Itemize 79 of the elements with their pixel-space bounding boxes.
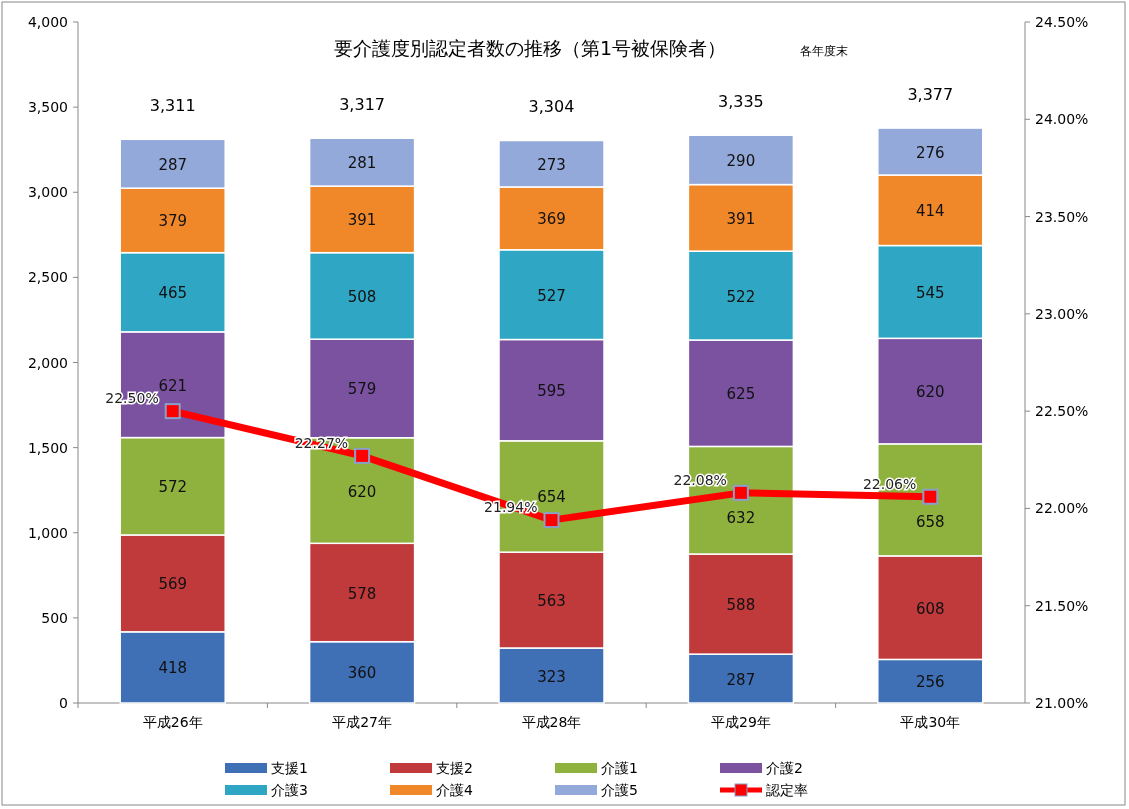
legend-label: 支援1	[271, 760, 308, 776]
legend-label: 介護3	[271, 782, 308, 798]
data-label: 563	[537, 592, 566, 611]
total-label: 3,335	[717, 92, 764, 112]
data-label: 465	[158, 284, 188, 303]
data-label: 379	[158, 212, 188, 231]
point	[543, 512, 560, 529]
x-tick-label: 平成28年	[521, 714, 582, 730]
point	[354, 447, 371, 464]
total-label: 3,377	[907, 85, 954, 105]
data-label: 414	[915, 202, 945, 221]
y2-tick-label: 23.50%	[1035, 208, 1089, 225]
y-tick-label: 1,500	[27, 439, 68, 456]
total-label: 3,304	[528, 97, 575, 117]
data-label: 369	[537, 210, 566, 229]
total-label: 3,317	[339, 95, 386, 115]
y-tick-label: 2,500	[27, 269, 68, 286]
legend-label: 認定率	[766, 782, 808, 798]
y-tick-label: 3,500	[27, 99, 68, 116]
text: 各年度末	[800, 44, 848, 58]
data-label: 621	[158, 376, 188, 395]
x-tick-label: 平成30年	[900, 714, 961, 730]
data-label: 391	[726, 209, 756, 228]
data-label: 21.94%	[484, 499, 538, 516]
total-label: 3,311	[149, 96, 196, 116]
y2-tick-label: 23.00%	[1035, 305, 1089, 322]
y2-tick-label: 22.00%	[1035, 500, 1089, 517]
y-tick-label: 2,000	[27, 354, 68, 371]
data-label: 527	[537, 286, 566, 305]
data-label: 608	[915, 599, 945, 618]
data-label: 572	[158, 478, 188, 497]
data-label: 290	[726, 151, 756, 170]
x-tick-label: 平成26年	[142, 714, 203, 730]
y2-tick-label: 24.00%	[1035, 111, 1089, 128]
legend-label: 介護4	[436, 782, 473, 798]
point	[922, 488, 939, 505]
data-label: 360	[347, 664, 377, 683]
x-tick-label: 平成27年	[332, 714, 393, 730]
data-label: 569	[158, 575, 188, 594]
legend-label: 介護1	[601, 760, 638, 776]
y-tick-label: 4,000	[27, 14, 68, 30]
data-label: 579	[347, 380, 377, 399]
data-label: 256	[915, 673, 945, 692]
data-label: 22.27%	[294, 434, 349, 451]
y2-tick-label: 24.50%	[1035, 14, 1089, 30]
data-label: 588	[726, 596, 756, 615]
data-label: 620	[347, 482, 377, 501]
data-label: 632	[726, 508, 756, 527]
data-label: 545	[915, 283, 945, 302]
y2-tick-label: 21.50%	[1035, 597, 1089, 614]
legend-label: 支援2	[436, 760, 473, 776]
x-tick-label: 平成29年	[710, 714, 771, 730]
point	[164, 403, 181, 420]
data-label: 658	[915, 512, 945, 531]
data-label: 522	[726, 287, 756, 306]
y-tick-label: 0	[59, 695, 68, 711]
data-label: 273	[537, 155, 566, 174]
legend-label: 介護2	[766, 760, 803, 776]
data-label: 287	[158, 155, 188, 174]
data-label: 508	[347, 287, 377, 306]
point	[732, 484, 749, 501]
data-label: 578	[347, 584, 377, 603]
data-label: 287	[726, 670, 756, 689]
data-label: 391	[347, 211, 377, 230]
y-tick-label: 3,000	[27, 184, 68, 201]
data-label: 281	[347, 154, 377, 173]
data-label: 418	[158, 659, 188, 678]
y2-tick-label: 21.00%	[1035, 695, 1089, 711]
data-label: 620	[915, 383, 945, 402]
y-tick-label: 1,000	[27, 524, 68, 541]
text: 要介護度別認定者数の推移（第1号被保険者）	[333, 37, 727, 59]
data-label: 276	[915, 143, 945, 162]
data-label: 323	[537, 667, 566, 686]
legend-label: 介護5	[601, 782, 638, 798]
data-label: 595	[537, 382, 566, 401]
data-label: 654	[537, 488, 566, 507]
y-tick-label: 500	[41, 609, 68, 626]
y2-tick-label: 22.50%	[1035, 403, 1089, 420]
data-label: 625	[726, 385, 756, 404]
